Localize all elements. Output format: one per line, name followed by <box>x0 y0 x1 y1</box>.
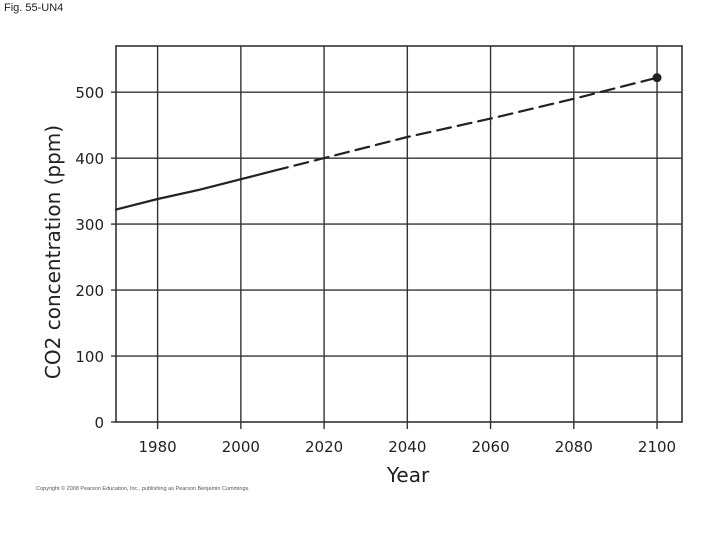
grid <box>111 45 683 429</box>
measured-series-line <box>114 169 276 211</box>
x-tick-label: 2100 <box>638 438 676 456</box>
y-tick-label: 500 <box>75 84 104 102</box>
x-tick-label: 2020 <box>305 438 343 456</box>
y-tick-label: 200 <box>75 282 104 300</box>
x-tick-label: 2000 <box>222 438 260 456</box>
y-tick-label: 100 <box>75 348 104 366</box>
y-tick-label: 300 <box>75 216 104 234</box>
y-axis-title: CO2 concentration (ppm) <box>41 125 65 379</box>
y-tick-label: 0 <box>94 414 104 432</box>
tick-labels: 1980 2000 2020 2040 2060 2080 2100 0 100 200 300 40… <box>75 84 676 456</box>
endpoint-marker <box>652 73 662 83</box>
copyright-notice: Copyright © 2008 Pearson Education, Inc.… <box>36 486 250 492</box>
y-tick-label: 400 <box>75 150 104 168</box>
series-layer <box>114 73 662 211</box>
projected-series-line <box>273 76 659 172</box>
plot-frame <box>115 45 683 423</box>
figure-label: Fig. 55-UN4 <box>4 2 64 14</box>
x-tick-label: 1980 <box>139 438 177 456</box>
x-tick-label: 2040 <box>388 438 426 456</box>
x-tick-label: 2060 <box>471 438 509 456</box>
x-axis-title: Year <box>386 463 430 487</box>
x-tick-label: 2080 <box>555 438 593 456</box>
